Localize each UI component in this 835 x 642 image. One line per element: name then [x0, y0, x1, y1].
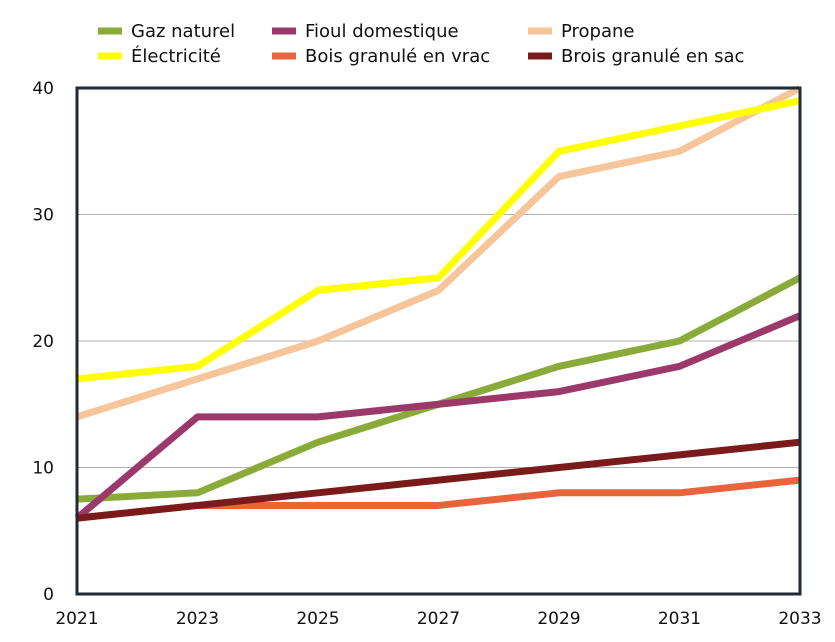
y-tick-label: 30: [32, 206, 54, 226]
legend-label: Fioul domestique: [305, 21, 459, 42]
legend-label: Brois granulé en sac: [561, 46, 744, 67]
x-tick-label: 2033: [778, 609, 821, 629]
series-line-propane: [75, 84, 802, 421]
legend-label: Électricité: [131, 45, 221, 67]
legend-item: Brois granulé en sac: [528, 46, 744, 67]
x-tick-label: 2023: [176, 609, 219, 629]
legend-item: Fioul domestique: [272, 21, 459, 42]
y-tick-label: 0: [43, 585, 54, 605]
series-line-bois-granule-en-vrac: [76, 476, 801, 522]
x-tick-label: 2031: [658, 609, 701, 629]
x-tick-label: 2025: [296, 609, 339, 629]
legend-label: Propane: [561, 21, 635, 42]
legend-item: Gaz naturel: [98, 21, 235, 42]
legend-item: Propane: [528, 21, 635, 42]
series-line-electricite: [76, 97, 801, 383]
legend-label: Bois granulé en vrac: [305, 46, 490, 67]
legend: Gaz naturel Fioul domestique Propane Électr…: [98, 21, 744, 67]
x-tick-label: 2029: [537, 609, 580, 629]
series-line-brois-granule-en-sac: [76, 438, 801, 522]
plot-frame: [75, 86, 802, 596]
legend-item: Électricité: [98, 45, 221, 67]
legend-label: Gaz naturel: [131, 21, 235, 42]
y-tick-label: 40: [32, 79, 54, 99]
y-tick-label: 20: [32, 332, 54, 352]
legend-item: Bois granulé en vrac: [272, 46, 490, 67]
series-line-gaz-naturel: [76, 274, 802, 503]
series-line-fioul-domestique: [74, 312, 802, 521]
x-axis-ticks: 2021 2023 2025 2027 2029 2031 2033: [55, 609, 821, 629]
x-tick-label: 2021: [55, 609, 98, 629]
series-lines: [74, 84, 802, 522]
y-tick-label: 10: [32, 459, 54, 479]
x-tick-label: 2027: [417, 609, 460, 629]
y-axis-ticks: 0 10 20 30 40: [32, 79, 54, 605]
